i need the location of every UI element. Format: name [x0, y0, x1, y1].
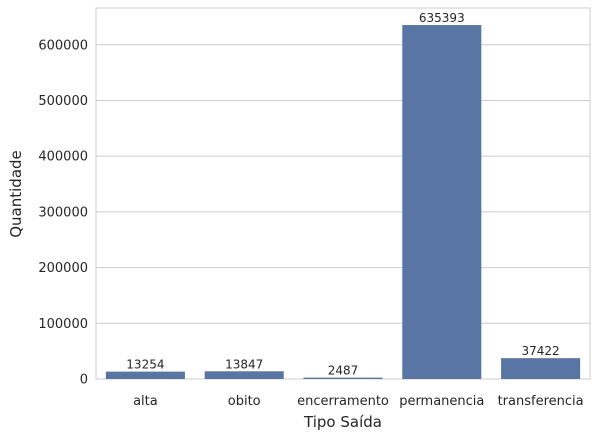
y-tick-label: 300000	[38, 205, 88, 220]
x-tick-label-encerramento: encerramento	[297, 394, 389, 409]
data-label-obito: 13847	[225, 357, 263, 371]
x-tick-labels: alta obito encerramento permanencia transfer…	[133, 394, 584, 409]
x-tick-label-transferencia: transferencia	[498, 394, 584, 409]
y-axis-label: Quantidade	[7, 150, 25, 238]
data-label-permanencia: 635393	[419, 11, 465, 25]
y-tick-label: 200000	[38, 261, 88, 276]
bar-encerramento	[303, 377, 383, 379]
y-tick-label: 0	[80, 373, 88, 388]
y-tick-label: 600000	[38, 38, 88, 53]
x-tick-label-permanencia: permanencia	[399, 394, 484, 409]
bars	[105, 25, 581, 380]
x-tick-label-alta: alta	[133, 394, 158, 409]
y-tick-labels: 0 100000 200000 300000 400000 500000 600000	[38, 38, 88, 387]
bar-alta	[105, 371, 185, 379]
bar-transferencia	[501, 358, 581, 379]
bar-obito	[204, 371, 284, 379]
y-tick-label: 400000	[38, 150, 88, 165]
plot-area	[95, 7, 591, 380]
x-tick-label-obito: obito	[228, 394, 261, 409]
y-tick-label: 500000	[38, 94, 88, 109]
data-label-transferencia: 37422	[522, 344, 560, 358]
x-axis-label: Tipo Saída	[303, 413, 382, 431]
y-tick-label: 100000	[38, 317, 88, 332]
bar-permanencia	[402, 25, 482, 380]
data-label-encerramento: 2487	[328, 364, 359, 378]
data-label-alta: 13254	[126, 358, 164, 372]
data-labels: 13254 13847 2487 635393 37422	[126, 11, 559, 378]
